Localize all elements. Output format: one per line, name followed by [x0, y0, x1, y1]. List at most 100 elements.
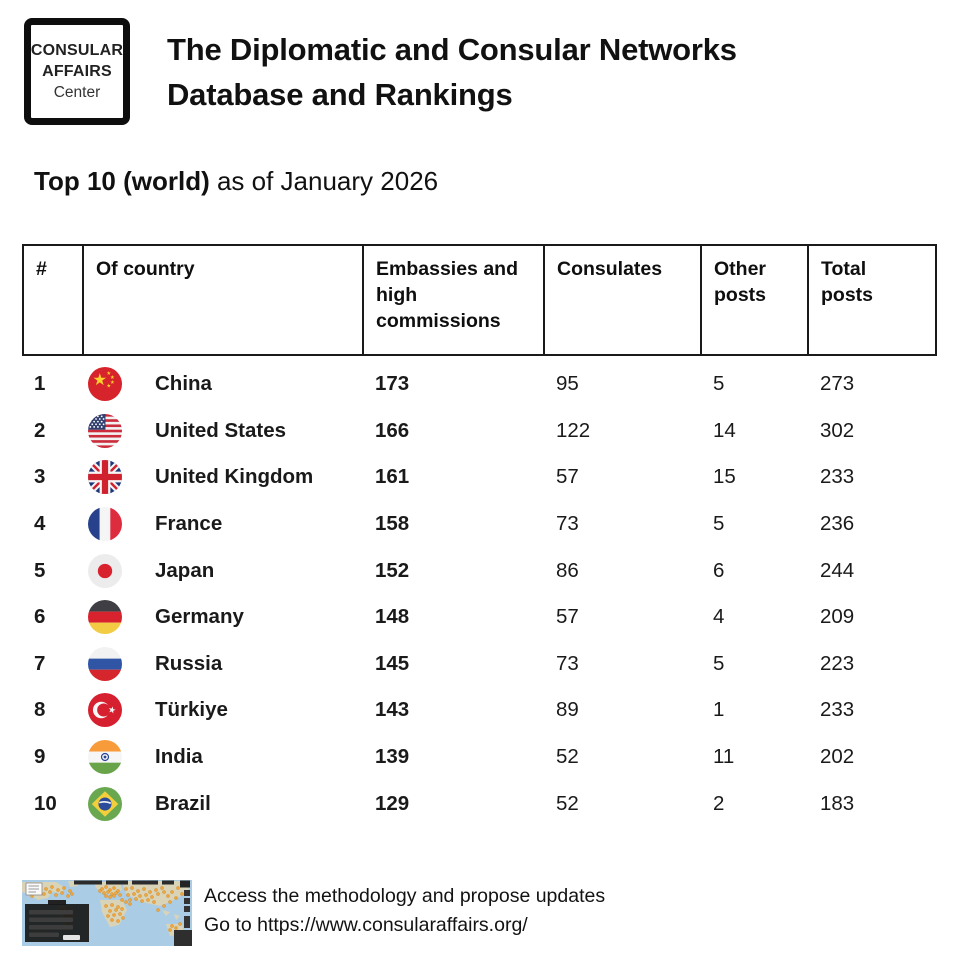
- total-posts-cell: 233: [820, 465, 855, 489]
- total-posts-cell: 273: [820, 372, 855, 396]
- consulates-cell: 52: [556, 791, 579, 815]
- other-posts-cell: 15: [713, 465, 736, 489]
- country-cell: India: [82, 740, 362, 775]
- logo-line-affairs: AFFAIRS: [42, 62, 112, 80]
- footer-line-url: Go to https://www.consularaffairs.org/: [204, 914, 528, 936]
- column-header-rank: #: [24, 246, 84, 354]
- embassies-cell: 129: [375, 791, 410, 815]
- table-row: 6 Germany 148 57 4 209: [22, 594, 937, 641]
- total-posts-cell: 302: [820, 418, 855, 442]
- flag-icon-russia: [88, 646, 122, 681]
- rank-cell: 3: [34, 465, 46, 489]
- country-name: Russia: [155, 651, 223, 675]
- rank-cell: 5: [34, 558, 46, 582]
- flag-icon-china: [88, 367, 122, 402]
- rank-cell: 1: [34, 372, 46, 396]
- embassies-cell: 173: [375, 372, 410, 396]
- column-header-country: Of country: [84, 246, 364, 354]
- total-posts-cell: 202: [820, 745, 855, 769]
- flag-icon-france: [88, 507, 122, 542]
- page-title-line2: Database and Rankings: [167, 77, 513, 112]
- flag-icon-germany: [88, 600, 122, 635]
- country-cell: China: [82, 367, 362, 402]
- flag-icon-india: [88, 740, 122, 775]
- country-name: United States: [155, 418, 286, 442]
- flag-icon-japan: [88, 553, 122, 588]
- total-posts-cell: 183: [820, 791, 855, 815]
- consulates-cell: 86: [556, 558, 579, 582]
- country-name: Brazil: [155, 791, 211, 815]
- country-name: France: [155, 512, 223, 536]
- other-posts-cell: 14: [713, 418, 736, 442]
- rank-cell: 6: [34, 605, 46, 629]
- country-cell: Türkiye: [82, 693, 362, 728]
- other-posts-cell: 2: [713, 791, 725, 815]
- consular-affairs-logo: CONSULAR AFFAIRS Center: [24, 18, 130, 125]
- footer-line-methodology: Access the methodology and propose updat…: [204, 885, 606, 907]
- other-posts-cell: 5: [713, 512, 725, 536]
- total-posts-cell: 236: [820, 512, 855, 536]
- subtitle: Top 10 (world) as of January 2026: [34, 166, 438, 197]
- consulates-cell: 57: [556, 605, 579, 629]
- rankings-table: # Of country Embassies and high commissi…: [22, 244, 937, 827]
- other-posts-cell: 6: [713, 558, 725, 582]
- table-row: 10 Brazil 129 52 2 183: [22, 780, 937, 827]
- rank-cell: 2: [34, 418, 46, 442]
- world-map-thumbnail: [22, 880, 192, 946]
- total-posts-cell: 244: [820, 558, 855, 582]
- rank-cell: 8: [34, 698, 46, 722]
- table-body: 1 China 173 95 5 273 2: [22, 361, 937, 827]
- embassies-cell: 148: [375, 605, 410, 629]
- consulates-cell: 89: [556, 698, 579, 722]
- embassies-cell: 166: [375, 418, 410, 442]
- embassies-cell: 161: [375, 465, 410, 489]
- country-name: Germany: [155, 605, 244, 629]
- consulates-cell: 73: [556, 651, 579, 675]
- page-title-line1: The Diplomatic and Consular Networks: [167, 32, 737, 67]
- table-header-row: # Of country Embassies and high commissi…: [22, 244, 937, 356]
- total-posts-cell: 209: [820, 605, 855, 629]
- rank-cell: 7: [34, 651, 46, 675]
- footer-text: Access the methodology and propose updat…: [204, 882, 605, 940]
- column-header-total-posts: Total posts: [821, 258, 874, 306]
- consulates-cell: 57: [556, 465, 579, 489]
- country-cell: France: [82, 507, 362, 542]
- rank-cell: 9: [34, 745, 46, 769]
- consulates-cell: 122: [556, 418, 591, 442]
- table-row: 5 Japan 152 86 6 244: [22, 547, 937, 594]
- table-row: 8 Türkiye 143 89 1 233: [22, 687, 937, 734]
- table-row: 4 France 158 73 5 236: [22, 501, 937, 548]
- country-cell: Japan: [82, 553, 362, 588]
- table-row: 7 Russia 145 73 5 223: [22, 641, 937, 688]
- subtitle-scope: Top 10 (world): [34, 166, 210, 196]
- logo-line-consular: CONSULAR: [30, 41, 124, 59]
- flag-icon-turkiye: [88, 693, 122, 728]
- country-name: Türkiye: [155, 698, 228, 722]
- total-posts-cell: 233: [820, 698, 855, 722]
- table-row: 1 China 173 95 5 273: [22, 361, 937, 408]
- country-name: United Kingdom: [155, 465, 314, 489]
- consulates-cell: 73: [556, 512, 579, 536]
- embassies-cell: 158: [375, 512, 410, 536]
- table-row: 2 United States: [22, 408, 937, 455]
- consulates-cell: 52: [556, 745, 579, 769]
- embassies-cell: 145: [375, 651, 410, 675]
- flag-icon-united-states: [88, 413, 122, 448]
- table-row: 3 United Kingdom 161 57 15 233: [22, 454, 937, 501]
- embassies-cell: 152: [375, 558, 410, 582]
- country-name: Japan: [155, 558, 215, 582]
- subtitle-date: as of January 2026: [209, 166, 439, 196]
- country-name: India: [155, 745, 203, 769]
- flag-icon-brazil: [88, 786, 122, 821]
- other-posts-cell: 11: [713, 745, 735, 769]
- country-cell: Germany: [82, 600, 362, 635]
- flag-icon-united-kingdom: [88, 460, 122, 495]
- country-cell: United Kingdom: [82, 460, 362, 495]
- country-name: China: [155, 372, 212, 396]
- rank-cell: 10: [34, 791, 57, 815]
- other-posts-cell: 5: [713, 372, 725, 396]
- rank-cell: 4: [34, 512, 46, 536]
- country-cell: Brazil: [82, 786, 362, 821]
- country-cell: Russia: [82, 646, 362, 681]
- column-header-consulates: Consulates: [545, 246, 702, 354]
